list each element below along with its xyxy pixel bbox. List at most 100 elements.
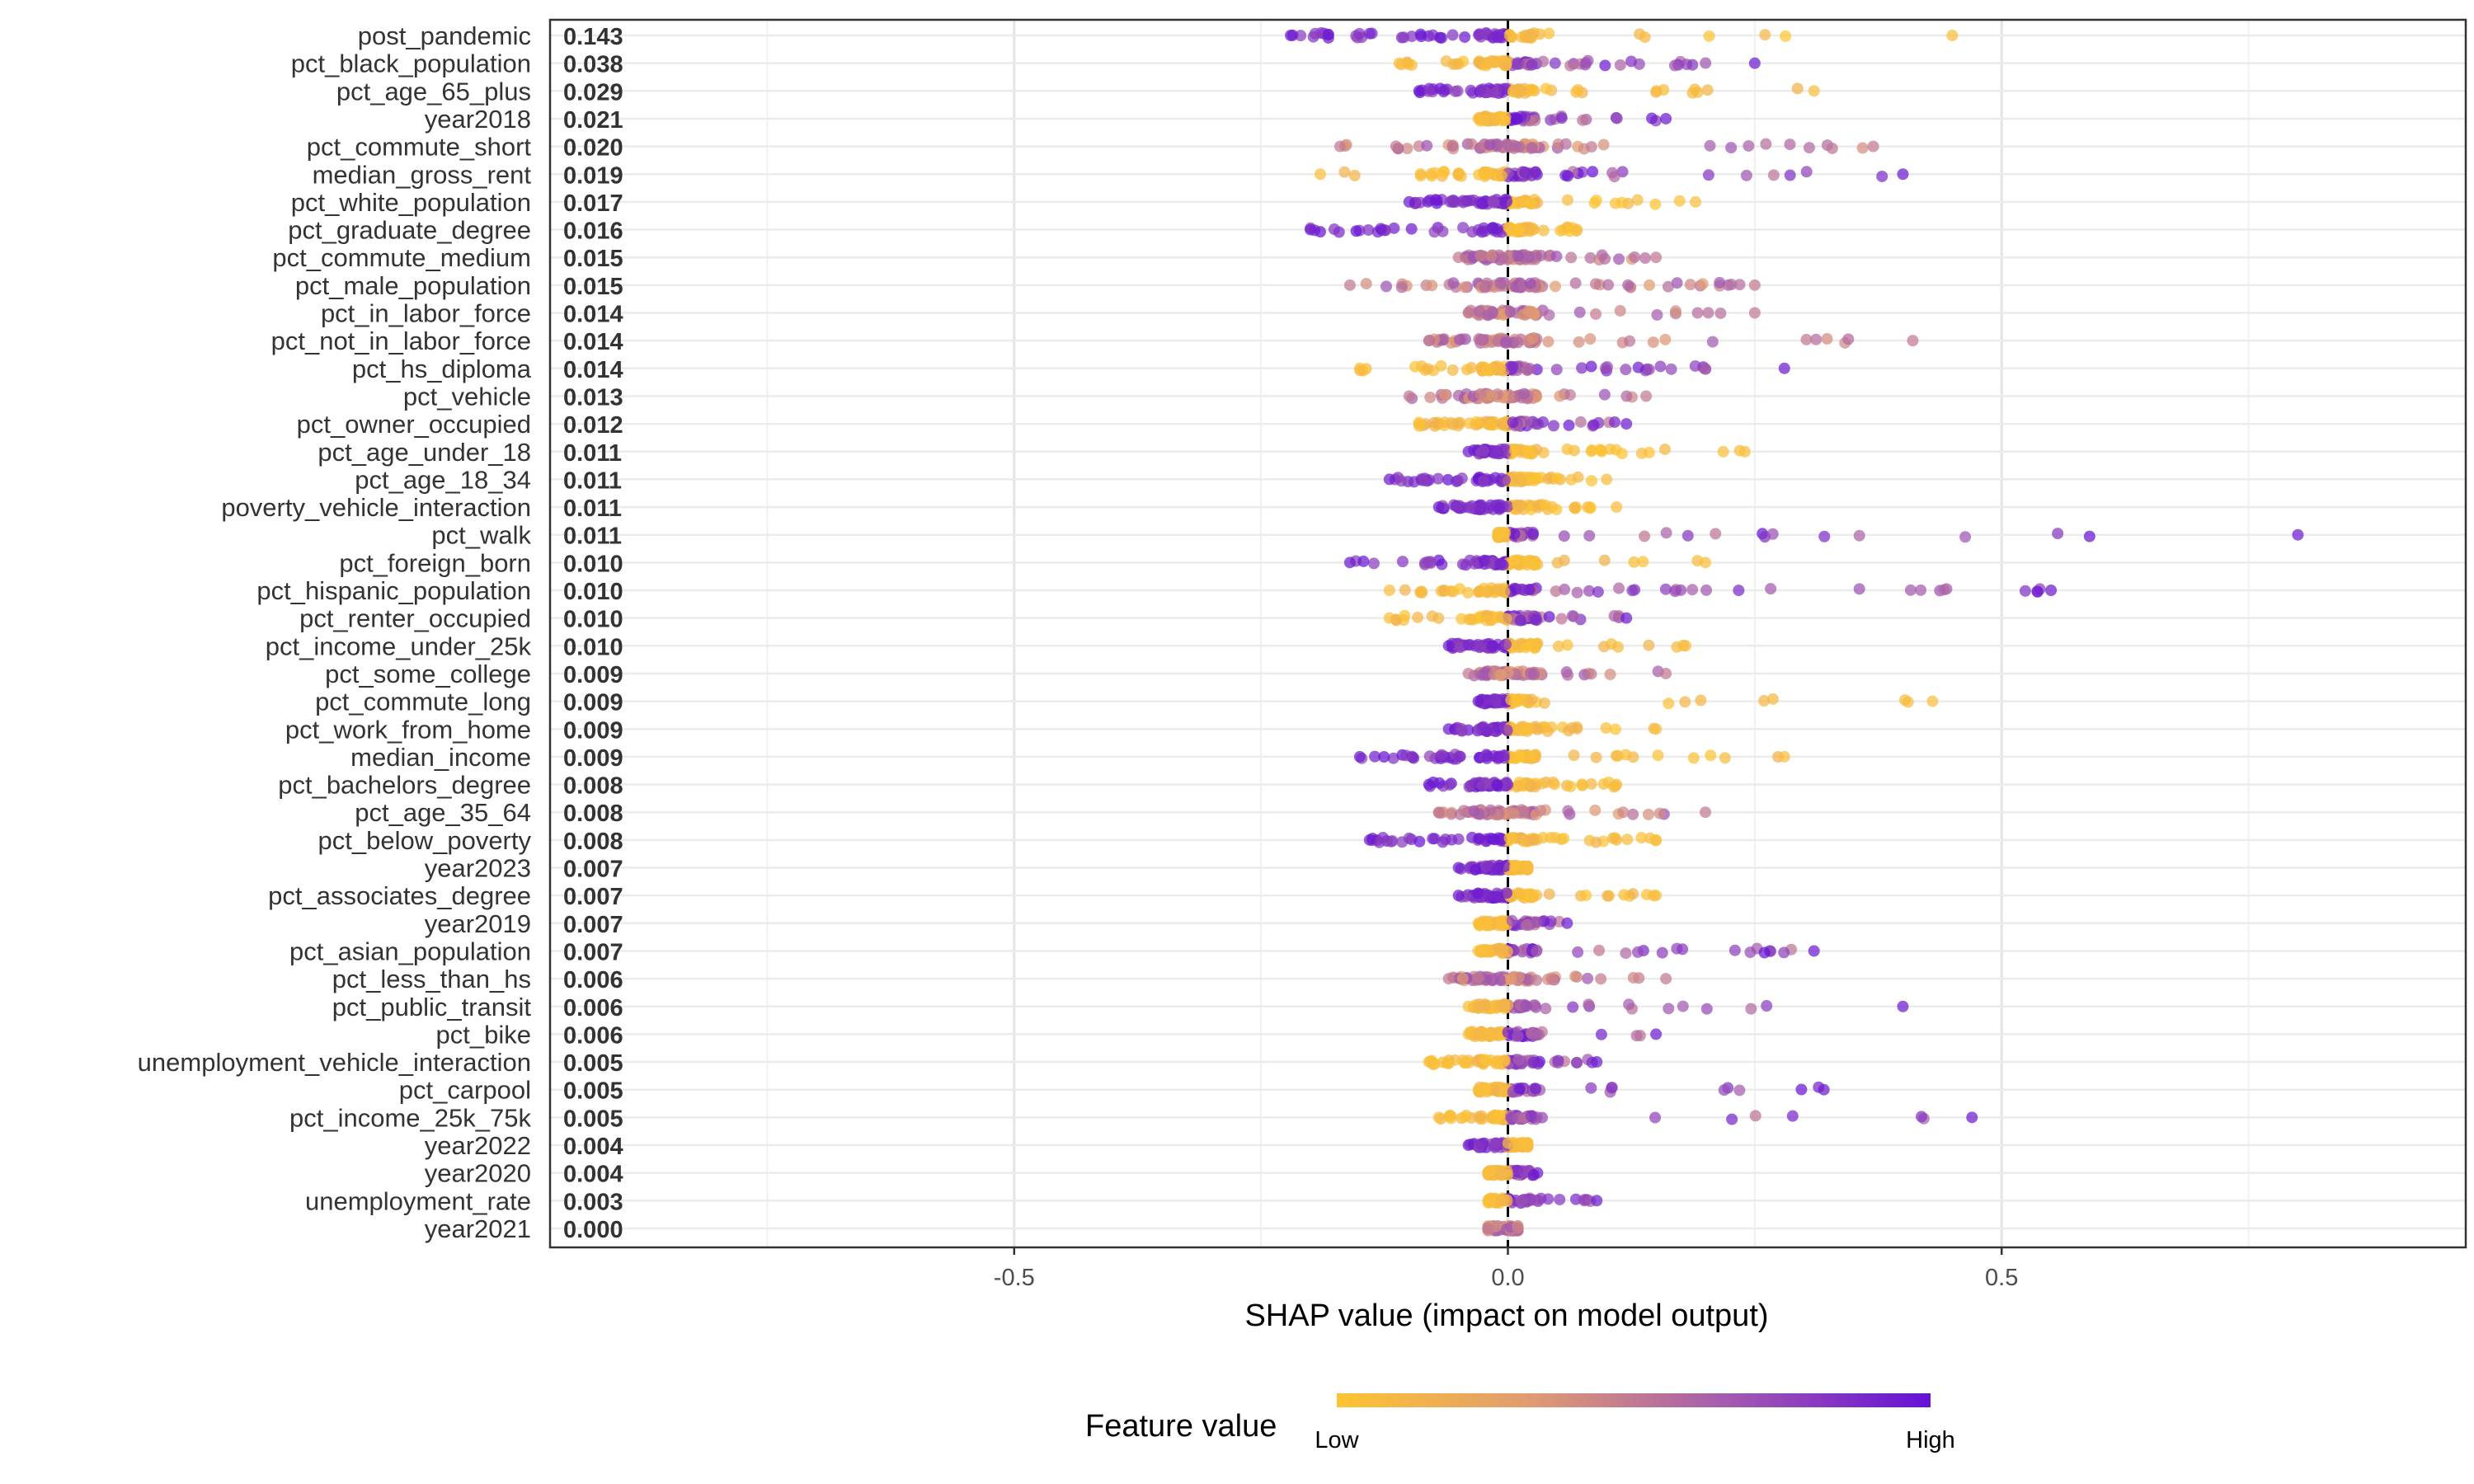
shap-point [1620, 390, 1633, 402]
shap-point [1422, 85, 1434, 97]
shap-point [1474, 641, 1486, 654]
shap-point [1491, 223, 1503, 235]
shap-point [1604, 443, 1616, 455]
shap-point [1432, 806, 1445, 819]
shap-point [1680, 640, 1692, 652]
feature-label: pct_public_transit [332, 993, 532, 1021]
shap-point [1507, 807, 1520, 819]
shap-point [1572, 946, 1584, 958]
shap-point [1577, 114, 1589, 126]
shap-point [1480, 614, 1493, 627]
x-axis-ticks: -0.5 0.0 0.5 [994, 1247, 2018, 1291]
shap-point [1524, 306, 1536, 318]
shap-point [1493, 1109, 1506, 1121]
shap-point [1897, 168, 1909, 181]
shap-point [1748, 57, 1761, 69]
shap-point [1759, 29, 1771, 41]
shap-point [1609, 416, 1621, 428]
shap-point [1766, 528, 1779, 540]
shap-point [1627, 808, 1639, 820]
shap-point [2083, 530, 2095, 542]
shap-point [1620, 749, 1632, 761]
shap-point [1700, 57, 1712, 69]
shap-point [1458, 805, 1470, 817]
legend-high-label: High [1906, 1427, 1955, 1453]
shap-point [1515, 583, 1527, 595]
shap-point [1512, 83, 1524, 96]
shap-point [1452, 890, 1465, 902]
feature-label: pct_some_college [325, 660, 531, 688]
shap-point [1439, 388, 1451, 401]
shap-point [1559, 138, 1572, 150]
shap-point [1492, 890, 1504, 903]
shap-point [1748, 279, 1761, 291]
shap-point [1660, 973, 1672, 985]
shap-point [1658, 443, 1671, 455]
shap-point [1512, 57, 1524, 69]
shap-point [1500, 778, 1512, 791]
shap-point [1405, 223, 1418, 235]
shap-point [1527, 223, 1540, 236]
shap-point [1513, 500, 1526, 512]
shap-point [1542, 1193, 1554, 1205]
shap-point [1498, 82, 1510, 95]
shap-point [1481, 752, 1493, 764]
feature-label: pct_foreign_born [339, 548, 531, 577]
importance-label: 0.010 [563, 579, 623, 605]
shap-point [1473, 305, 1485, 317]
shap-point [1426, 610, 1438, 622]
shap-point [1589, 804, 1602, 816]
shap-point [1519, 166, 1531, 178]
shap-point [1486, 306, 1498, 318]
shap-point [1547, 420, 1559, 432]
shap-point [1646, 112, 1658, 124]
shap-point [1696, 278, 1709, 290]
shap-point [1611, 501, 1623, 514]
shap-point [1424, 391, 1437, 403]
shap-point [1452, 167, 1465, 180]
shap-point [1613, 253, 1625, 265]
shap-point [1350, 225, 1362, 237]
shap-point [1436, 749, 1448, 761]
shap-point [1393, 57, 1405, 69]
shap-point [1528, 668, 1540, 680]
shap-point [1369, 750, 1381, 763]
shap-point [1568, 749, 1580, 762]
shap-point [1504, 306, 1517, 318]
feature-label: pct_in_labor_force [321, 299, 531, 328]
shap-point [1627, 971, 1639, 984]
feature-label: year2023 [425, 854, 531, 883]
shap-point [1582, 972, 1594, 984]
shap-point [1699, 806, 1711, 819]
shap-point [1526, 693, 1538, 706]
shap-point [1740, 169, 1752, 181]
shap-point [1530, 1082, 1542, 1095]
shap-point [1876, 170, 1888, 182]
shap-point [1368, 557, 1380, 570]
shap-point [1959, 531, 1972, 543]
shap-point [1650, 85, 1663, 97]
shap-point [1585, 360, 1597, 373]
shap-point [1627, 888, 1639, 900]
shap-point [1565, 251, 1578, 264]
shap-point [1784, 169, 1796, 181]
shap-point [1423, 750, 1436, 763]
shap-point [1442, 640, 1455, 652]
shap-point [1390, 140, 1402, 153]
shap-point [1396, 556, 1409, 568]
shap-point [1561, 194, 1573, 206]
shap-point [1609, 197, 1621, 209]
shap-point [1566, 610, 1578, 622]
shap-point [1625, 55, 1638, 68]
shap-point [1338, 166, 1351, 178]
shap-point [1523, 31, 1536, 43]
shap-point [1564, 59, 1577, 72]
shap-point [1383, 585, 1395, 596]
shap-point [1442, 973, 1455, 985]
shap-point [1540, 1003, 1552, 1015]
shap-point [2019, 585, 2031, 597]
shap-point [1432, 1111, 1445, 1124]
feature-label: post_pandemic [358, 21, 531, 50]
shap-point [1353, 750, 1366, 763]
shap-point [1518, 805, 1531, 818]
